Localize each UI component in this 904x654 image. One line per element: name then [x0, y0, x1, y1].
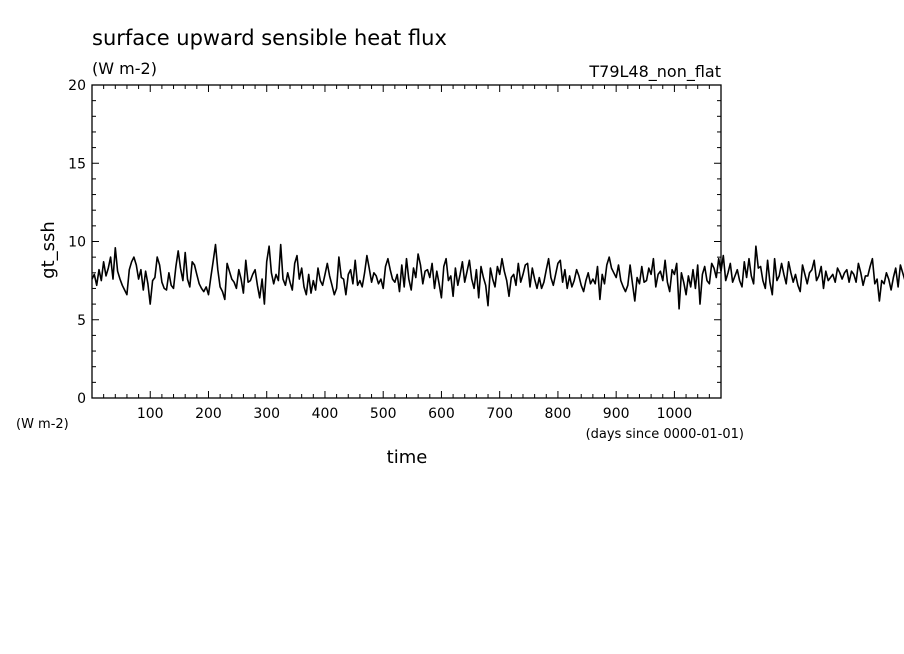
series-line — [91, 243, 904, 310]
x-tick-label: 400 — [312, 406, 339, 422]
chart-title: surface upward sensible heat flux — [92, 26, 447, 50]
x-axis-title: time — [387, 447, 428, 468]
x-tick-label: 500 — [370, 406, 397, 422]
y-axis-ticks: 0 5 10 15 20 — [68, 78, 721, 407]
experiment-label: T79L48_non_flat — [588, 62, 721, 82]
x-axis-ticks: 100 200 300 400 500 600 700 800 900 1000 — [103, 85, 710, 422]
y-tick-label: 20 — [68, 78, 86, 94]
y-tick-label: 15 — [68, 156, 86, 172]
y-tick-label: 5 — [77, 313, 86, 329]
plot-frame — [91, 84, 722, 399]
x-tick-label: 300 — [253, 406, 280, 422]
y-axis-units: (W m-2) — [16, 417, 69, 432]
x-tick-label: 900 — [603, 406, 630, 422]
y-axis-title: gt_ssh — [38, 221, 59, 279]
x-axis-units: (days since 0000-01-01) — [586, 427, 744, 442]
x-tick-label: 200 — [195, 406, 222, 422]
y-tick-label: 10 — [68, 235, 86, 251]
units-label: (W m-2) — [92, 59, 157, 78]
x-tick-label: 600 — [428, 406, 455, 422]
x-tick-label: 800 — [545, 406, 572, 422]
y-tick-label: 0 — [77, 391, 86, 407]
x-tick-label: 100 — [137, 406, 164, 422]
x-tick-label: 1000 — [657, 406, 693, 422]
x-tick-label: 700 — [486, 406, 513, 422]
